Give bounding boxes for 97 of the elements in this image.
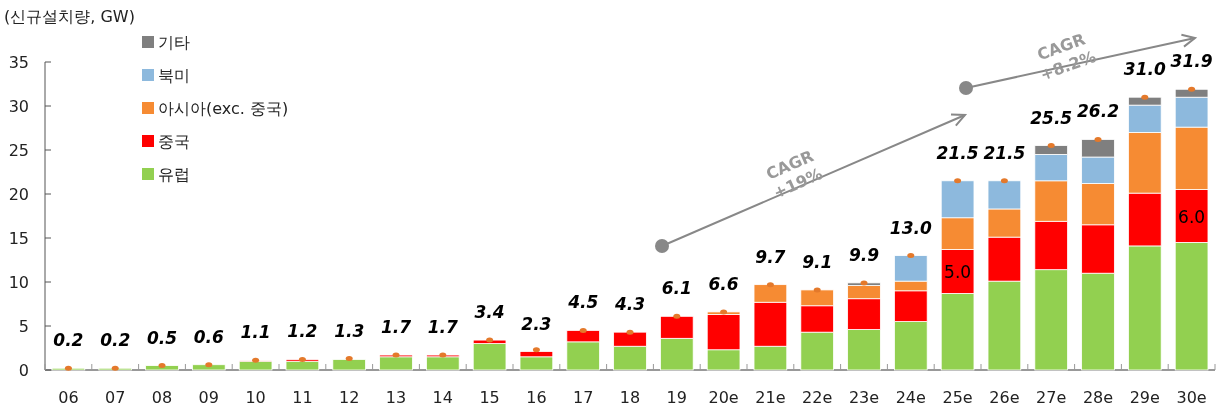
total-label: 21.5 [983, 142, 1026, 163]
point [954, 178, 962, 184]
total-label: 26.2 [1077, 101, 1119, 122]
x-tick-label: 21e [755, 388, 786, 407]
x-tick-label: 28e [1082, 388, 1114, 407]
total-label: 1.2 [287, 321, 318, 342]
bar [238, 360, 273, 371]
x-tick-label: 08 [151, 388, 173, 407]
point [64, 365, 72, 371]
total-label: 1.3 [334, 321, 365, 342]
point [1141, 94, 1149, 100]
x-tick-label: 10 [245, 388, 266, 407]
point [532, 347, 540, 353]
legend-label: 유럽 [158, 165, 190, 184]
x-tick-label: 27e [1036, 388, 1067, 407]
bar [472, 343, 507, 371]
x-tick-label: 13 [385, 388, 407, 407]
total-label: 3.4 [474, 302, 505, 323]
total-label: 0.5 [146, 327, 178, 348]
total-label: 4.5 [567, 292, 599, 313]
point [158, 363, 166, 369]
x-tick-label: 15 [479, 388, 500, 407]
point [673, 313, 681, 319]
x-tick-label: 26e [989, 388, 1020, 407]
total-label: 0.2 [53, 330, 84, 351]
x-tick-label: 11 [292, 388, 313, 407]
point [626, 329, 634, 335]
point [579, 327, 587, 333]
total-label: 13.0 [889, 217, 932, 238]
y-tick-label: 5 [18, 317, 29, 336]
point [766, 282, 774, 288]
point [1000, 178, 1008, 184]
point [486, 337, 494, 343]
total-label: 2.3 [521, 313, 552, 334]
total-label: 0.6 [193, 326, 225, 347]
x-tick-label: 19 [666, 388, 687, 407]
y-axis-title: (신규설치량, GW) [4, 7, 135, 26]
x-tick-label: 23e [848, 388, 880, 407]
total-label: 21.5 [936, 142, 979, 163]
x-tick-label: 06 [58, 388, 79, 407]
total-label: 6.6 [708, 273, 739, 294]
total-label: 6.1 [661, 278, 692, 299]
y-tick-label: 10 [8, 273, 29, 292]
point [252, 357, 260, 363]
point [907, 253, 915, 259]
point [111, 365, 119, 371]
x-tick-label: 07 [105, 388, 126, 407]
data-label: 5.0 [944, 262, 972, 283]
point [205, 362, 213, 368]
point [813, 287, 821, 293]
total-label: 1.7 [427, 317, 459, 338]
total-label: 31.0 [1123, 59, 1166, 80]
point [345, 356, 353, 362]
point [1188, 86, 1196, 92]
total-label: 1.7 [380, 317, 412, 338]
bar [192, 364, 226, 371]
total-label: 1.1 [240, 322, 271, 343]
legend-label: 기타 [158, 33, 190, 52]
legend-label: 아시아(exc. 중국) [158, 99, 289, 118]
bar [379, 356, 413, 371]
point [439, 352, 447, 358]
bar [426, 356, 460, 371]
y-tick-label: 25 [8, 141, 29, 160]
y-tick-label: 15 [8, 229, 29, 248]
x-tick-label: 17 [573, 388, 594, 407]
point [1047, 143, 1055, 149]
total-label: 9.9 [848, 244, 880, 265]
bar [332, 359, 366, 371]
x-tick-label: 29e [1129, 388, 1160, 407]
y-tick-label: 30 [8, 97, 29, 116]
x-tick-label: 14 [432, 388, 453, 407]
x-tick-label: 22e [802, 388, 833, 407]
legend-label: 북미 [158, 66, 190, 85]
total-label: 9.1 [802, 251, 833, 272]
x-tick-label: 25e [942, 388, 973, 407]
y-tick-label: 20 [8, 185, 29, 204]
data-label: 6.0 [1178, 207, 1206, 227]
total-label: 25.5 [1030, 107, 1073, 128]
total-label: 4.3 [613, 294, 646, 315]
y-tick-label: 0 [18, 361, 29, 380]
x-tick-label: 09 [198, 388, 219, 407]
total-label: 0.2 [100, 330, 131, 351]
y-tick-label: 35 [8, 53, 29, 72]
point [298, 356, 306, 362]
total-label: 31.9 [1170, 51, 1213, 72]
bar [285, 360, 320, 371]
point [720, 309, 728, 315]
x-tick-label: 16 [526, 388, 547, 407]
x-tick-label: 18 [619, 388, 641, 407]
x-tick-label: 24e [895, 388, 926, 407]
x-tick-label: 20e [708, 388, 739, 407]
total-label: 9.7 [755, 246, 786, 267]
point [860, 280, 868, 286]
x-tick-label: 12 [339, 388, 360, 407]
legend-label: 중국 [158, 132, 190, 151]
x-tick-label: 30e [1176, 388, 1207, 407]
point [1094, 136, 1102, 142]
